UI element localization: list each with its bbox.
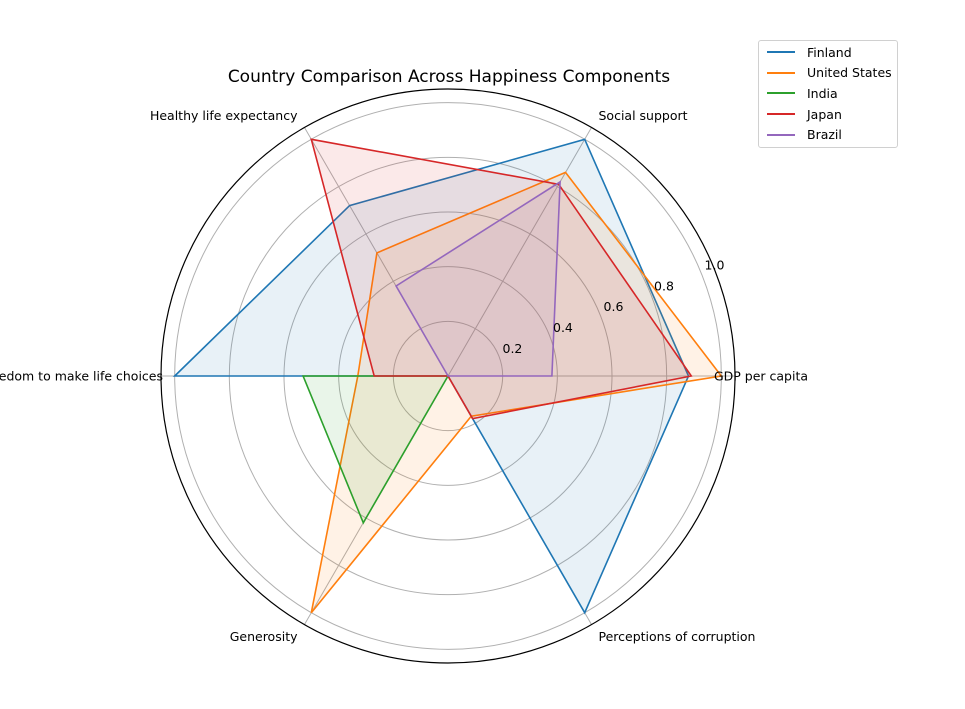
radial-tick-label: 0.2 <box>503 341 523 356</box>
radial-tick-label: 0.4 <box>553 320 573 335</box>
radar-series <box>172 138 723 615</box>
grid-spoke <box>447 127 592 377</box>
category-label: Healthy life expectancy <box>150 108 298 123</box>
legend-item: Brazil <box>767 125 842 145</box>
legend-label: India <box>807 85 838 101</box>
legend-swatch <box>767 51 795 53</box>
legend-item: Finland <box>767 42 852 62</box>
category-label: GDP per capita <box>714 369 808 384</box>
legend-swatch <box>767 71 795 74</box>
chart-title: Country Comparison Across Happiness Comp… <box>228 67 670 87</box>
legend: Finland United States India Japan Brazil <box>758 40 898 148</box>
category-label: Generosity <box>230 629 298 644</box>
radial-tick-label: 0.6 <box>604 299 624 314</box>
polar-frame <box>160 88 736 664</box>
series-line <box>172 138 690 615</box>
legend-swatch <box>767 92 795 95</box>
radial-tick-label: 0.8 <box>654 278 674 293</box>
series-fill <box>311 139 692 419</box>
legend-item: United States <box>767 63 892 83</box>
legend-swatch <box>767 113 795 116</box>
legend-label: Finland <box>807 44 852 60</box>
legend-item: India <box>767 83 838 103</box>
radar-labels: 0.2 0.4 0.6 0.8 1.0 GDP per capita Social supp… <box>0 108 808 644</box>
category-label: Freedom to make life choices <box>0 369 163 384</box>
series-fill <box>396 181 561 376</box>
series-line <box>395 180 561 377</box>
legend-item: Japan <box>767 104 842 124</box>
legend-label: United States <box>807 65 892 81</box>
series-line <box>310 138 693 420</box>
legend-label: Japan <box>807 106 842 122</box>
radial-tick-label: 1.0 <box>705 257 725 272</box>
legend-label: Brazil <box>807 127 842 143</box>
series-fill <box>303 376 448 523</box>
legend-swatch <box>767 133 795 136</box>
category-label: Social support <box>599 108 688 123</box>
series-fill <box>311 172 722 613</box>
category-label: Perceptions of corruption <box>599 629 756 644</box>
